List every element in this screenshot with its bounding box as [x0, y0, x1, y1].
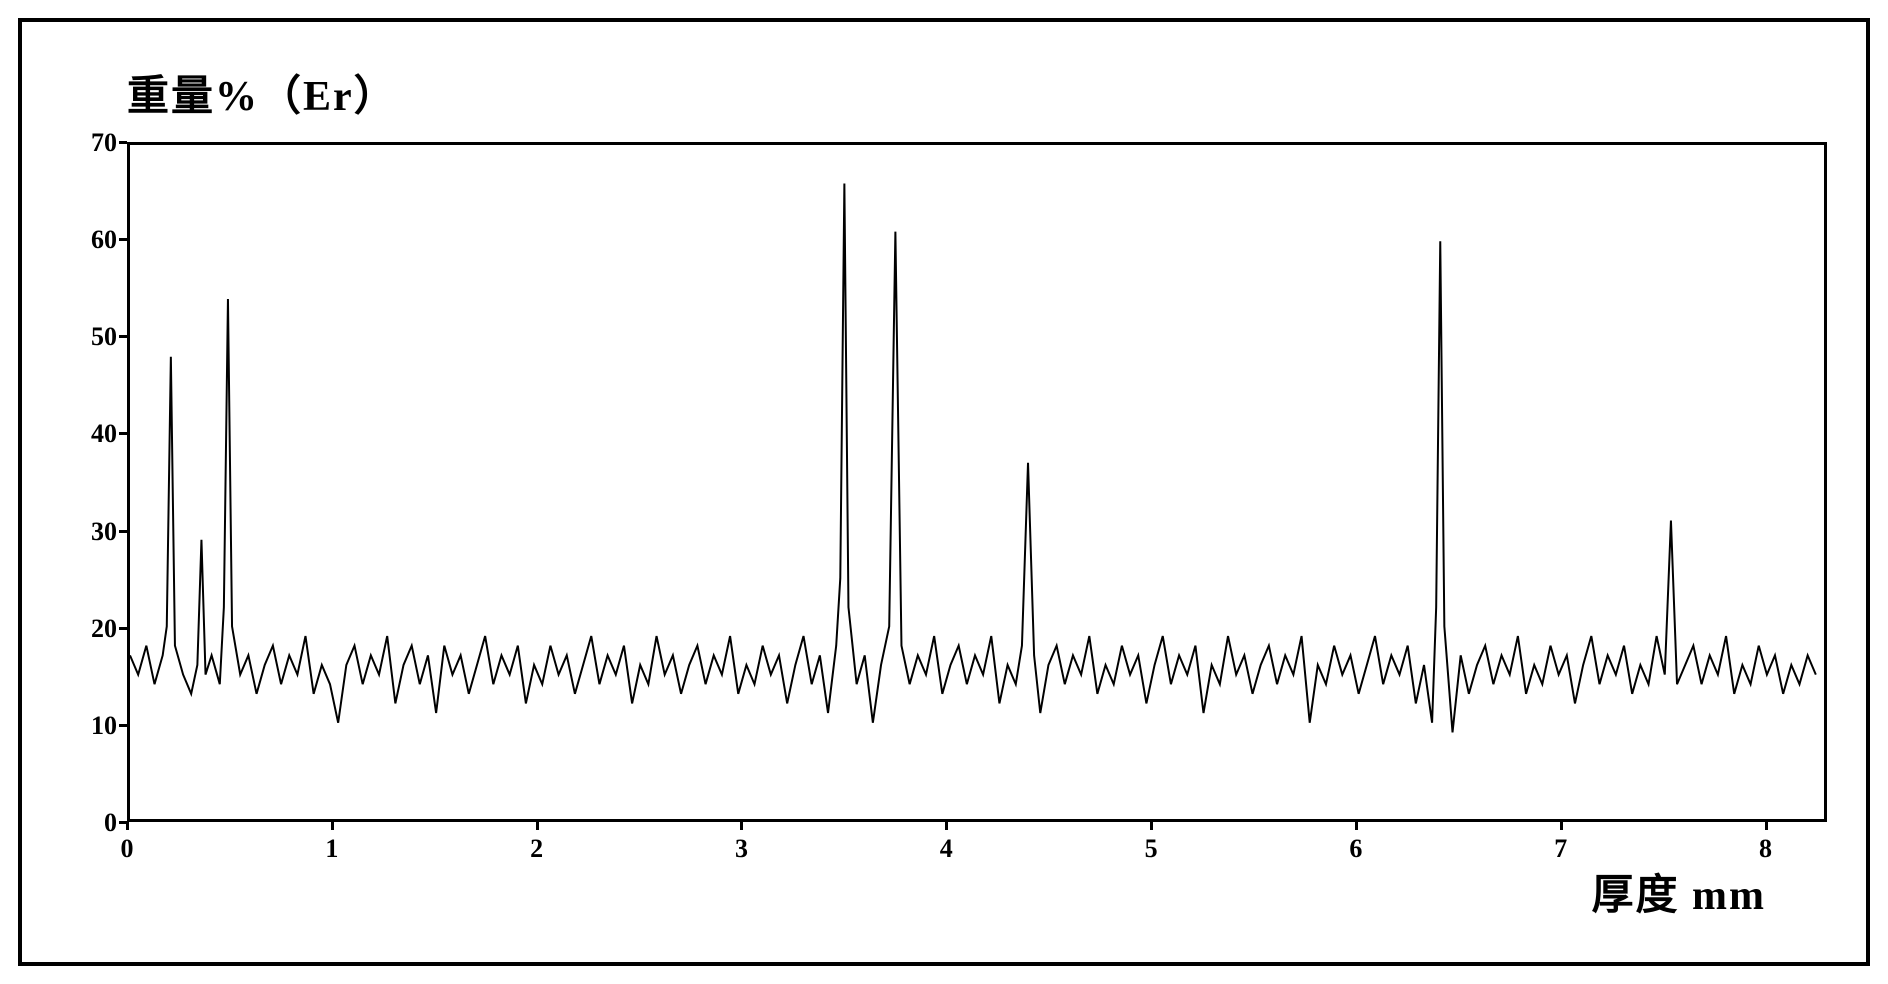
y-tick-mark: [119, 627, 127, 630]
x-tick-label: 0: [121, 834, 134, 864]
x-tick-label: 5: [1145, 834, 1158, 864]
line-trace: [130, 145, 1824, 819]
chart-frame: 重量%（Er） 铸锭的顶部 铸锭的底部 010203040506070 0123…: [18, 18, 1870, 966]
x-tick-mark: [1765, 822, 1768, 830]
y-tick-mark: [119, 141, 127, 144]
y-tick-label: 20: [77, 614, 117, 644]
y-tick-mark: [119, 432, 127, 435]
x-tick-label: 8: [1759, 834, 1772, 864]
x-tick-mark: [945, 822, 948, 830]
plot-area: [127, 142, 1827, 822]
y-axis-title: 重量%（Er）: [127, 62, 398, 123]
y-tick-mark: [119, 530, 127, 533]
y-tick-label: 30: [77, 517, 117, 547]
x-axis-title: 厚度 mm: [1592, 861, 1766, 922]
x-tick-mark: [331, 822, 334, 830]
y-tick-label: 50: [77, 322, 117, 352]
y-tick-label: 40: [77, 419, 117, 449]
y-tick-label: 10: [77, 711, 117, 741]
y-tick-mark: [119, 724, 127, 727]
x-tick-mark: [1560, 822, 1563, 830]
x-tick-label: 2: [530, 834, 543, 864]
x-tick-mark: [126, 822, 129, 830]
x-tick-mark: [1150, 822, 1153, 830]
x-tick-mark: [1355, 822, 1358, 830]
x-tick-mark: [536, 822, 539, 830]
y-tick-label: 0: [77, 808, 117, 838]
x-tick-label: 3: [735, 834, 748, 864]
x-tick-label: 1: [325, 834, 338, 864]
x-tick-label: 7: [1554, 834, 1567, 864]
x-tick-label: 6: [1349, 834, 1362, 864]
y-tick-label: 60: [77, 225, 117, 255]
y-tick-mark: [119, 238, 127, 241]
x-tick-mark: [740, 822, 743, 830]
y-tick-mark: [119, 335, 127, 338]
y-tick-label: 70: [77, 128, 117, 158]
x-tick-label: 4: [940, 834, 953, 864]
